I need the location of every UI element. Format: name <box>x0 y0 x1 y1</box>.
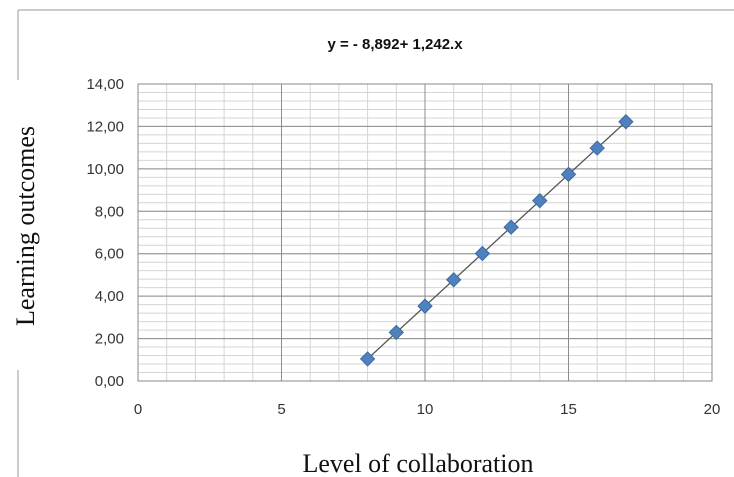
y-tick-label: 8,00 <box>95 203 124 220</box>
y-tick-label: 0,00 <box>95 373 124 390</box>
y-tick-label: 12,00 <box>86 118 124 135</box>
plot-area <box>137 83 713 382</box>
y-tick-label: 14,00 <box>86 76 124 93</box>
x-axis-label: Level of collaboration <box>302 449 533 477</box>
x-tick-label: 20 <box>704 401 721 418</box>
x-tick-label: 10 <box>417 401 434 418</box>
data-point <box>618 114 634 130</box>
chart-equation: y = - 8,892+ 1,242.x <box>327 36 463 53</box>
x-tick-label: 15 <box>560 401 577 418</box>
data-point <box>589 140 605 156</box>
data-point <box>532 192 548 209</box>
y-tick-label: 4,00 <box>95 288 124 305</box>
y-axis-label: Learning outcomes <box>11 126 40 326</box>
trendline <box>367 121 627 360</box>
data-point <box>388 324 405 341</box>
x-tick-label: 0 <box>134 401 142 418</box>
y-tick-labels: 0,00 2,00 4,00 6,00 8,00 10,00 12,00 14,00 <box>86 76 124 390</box>
data-points <box>359 114 634 367</box>
y-tick-label: 10,00 <box>86 161 124 178</box>
x-tick-labels: 0 5 10 15 20 <box>134 401 721 418</box>
data-point <box>417 298 433 314</box>
data-point <box>445 272 462 288</box>
data-point <box>503 219 519 235</box>
x-tick-label: 5 <box>277 401 285 418</box>
y-tick-label: 6,00 <box>95 246 124 263</box>
data-point <box>359 351 376 367</box>
y-tick-label: 2,00 <box>95 331 124 348</box>
data-point <box>474 245 491 262</box>
data-point <box>560 166 577 183</box>
